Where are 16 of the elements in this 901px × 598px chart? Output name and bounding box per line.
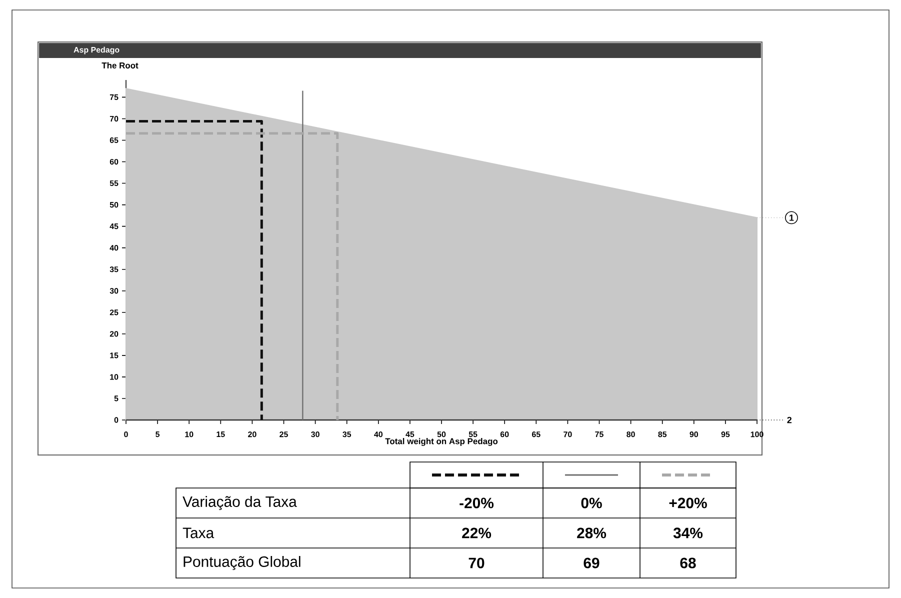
text: 69 (584, 558, 600, 568)
y-axis-title: The Root (102, 62, 138, 68)
text: 0% (581, 498, 602, 508)
legend-label: 2 (787, 416, 792, 424)
text: 70 (468, 558, 484, 568)
text: -20% (460, 498, 494, 508)
text: 22% (462, 528, 492, 538)
text: Taxa (182, 528, 214, 538)
text: Variação da Taxa (182, 496, 297, 510)
legend-label: 1 (790, 214, 794, 221)
text: 28% (577, 528, 606, 538)
text: Pontuação Global (184, 556, 300, 570)
x-axis-title: Total weight on Asp Pedago (385, 438, 498, 446)
text: 34% (673, 528, 703, 538)
text: +20% (669, 498, 707, 508)
text: 68 (680, 558, 696, 568)
